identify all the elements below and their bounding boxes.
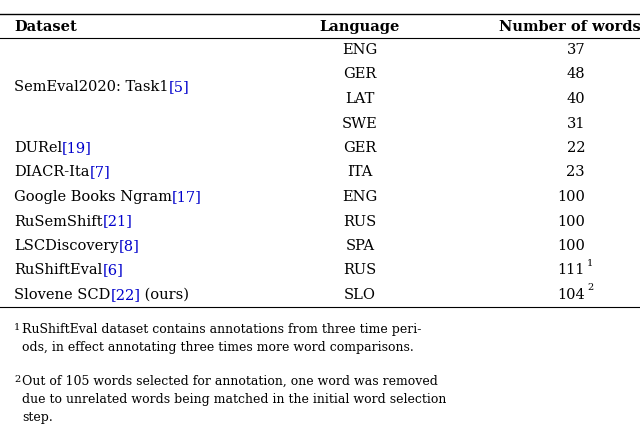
Text: ENG: ENG [342,190,378,204]
Text: ENG: ENG [342,43,378,57]
Text: 40: 40 [566,92,585,106]
Text: GER: GER [344,141,376,155]
Text: SLO: SLO [344,288,376,302]
Text: SWE: SWE [342,116,378,131]
Text: RuSemShift: RuSemShift [14,215,102,228]
Text: Slovene SCD: Slovene SCD [14,288,110,302]
Text: LAT: LAT [346,92,374,106]
Text: [21]: [21] [102,215,132,228]
Text: 23: 23 [566,165,585,179]
Text: [5]: [5] [168,80,189,94]
Text: [8]: [8] [118,239,140,253]
Text: 100: 100 [557,215,585,228]
Text: Language: Language [320,20,400,34]
Text: 100: 100 [557,239,585,253]
Text: 2: 2 [587,283,593,292]
Text: 100: 100 [557,190,585,204]
Text: 37: 37 [566,43,585,57]
Text: SemEval2020: Task1: SemEval2020: Task1 [14,80,168,94]
Text: (ours): (ours) [140,288,189,302]
Text: [22]: [22] [110,288,140,302]
Text: Dataset: Dataset [14,20,77,34]
Text: 48: 48 [566,67,585,82]
Text: GER: GER [344,67,376,82]
Text: 2: 2 [14,375,20,384]
Text: 111: 111 [557,264,585,277]
Text: DIACR-Ita: DIACR-Ita [14,165,90,179]
Text: [6]: [6] [102,264,123,277]
Text: [19]: [19] [62,141,92,155]
Text: Google Books Ngram: Google Books Ngram [14,190,172,204]
Text: DURel: DURel [14,141,62,155]
Text: [7]: [7] [90,165,110,179]
Text: 1: 1 [14,323,20,332]
Text: Out of 105 words selected for annotation, one word was removed
due to unrelated : Out of 105 words selected for annotation… [22,375,446,424]
Text: [17]: [17] [172,190,202,204]
Text: Number of words: Number of words [499,20,640,34]
Text: SPA: SPA [346,239,374,253]
Text: 31: 31 [566,116,585,131]
Text: 104: 104 [557,288,585,302]
Text: RUS: RUS [344,215,376,228]
Text: 22: 22 [566,141,585,155]
Text: 1: 1 [587,259,593,268]
Text: RuShiftEval dataset contains annotations from three time peri-
ods, in effect an: RuShiftEval dataset contains annotations… [22,323,421,354]
Text: LSCDiscovery: LSCDiscovery [14,239,118,253]
Text: ITA: ITA [348,165,372,179]
Text: RUS: RUS [344,264,376,277]
Text: RuShiftEval: RuShiftEval [14,264,102,277]
